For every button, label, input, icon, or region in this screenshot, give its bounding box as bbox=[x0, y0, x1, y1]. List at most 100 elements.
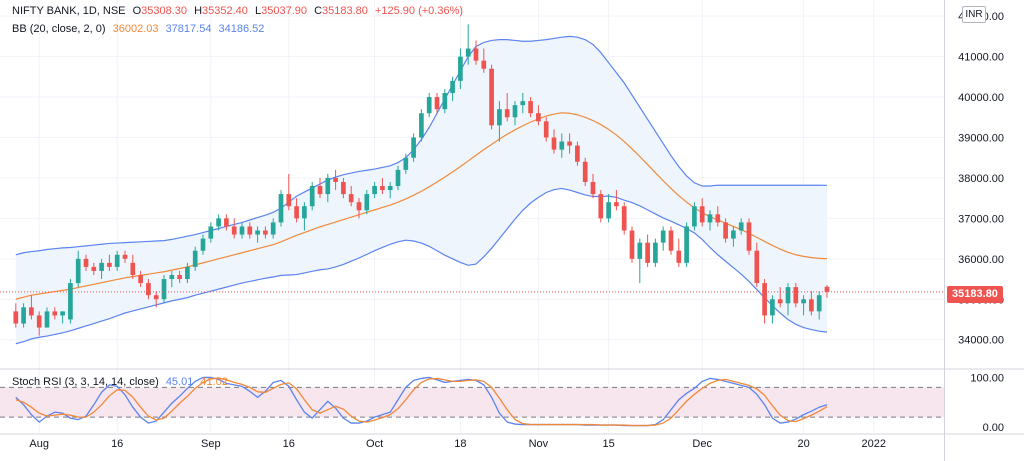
close-label: C bbox=[314, 5, 323, 17]
y-tick-label: 39000.00 bbox=[958, 132, 1004, 144]
candle-body bbox=[278, 194, 284, 223]
candle bbox=[130, 254, 136, 280]
candle bbox=[582, 157, 588, 187]
candle-body bbox=[801, 299, 806, 304]
candle-body bbox=[286, 194, 292, 207]
candle bbox=[598, 190, 604, 223]
candle bbox=[380, 177, 385, 195]
candle-body bbox=[177, 274, 182, 280]
candle-body bbox=[699, 206, 705, 223]
candle bbox=[263, 226, 268, 239]
candle-body bbox=[75, 258, 81, 284]
candle bbox=[762, 279, 767, 324]
candle-body bbox=[559, 141, 565, 150]
candle-body bbox=[715, 214, 721, 223]
candle-body bbox=[36, 315, 42, 328]
candle-body bbox=[52, 311, 58, 316]
bb-lower-value: 34186.52 bbox=[218, 23, 265, 35]
stoch-rsi-pane bbox=[0, 376, 944, 427]
candle bbox=[419, 109, 424, 142]
candle bbox=[122, 250, 128, 263]
candle-body bbox=[481, 60, 487, 69]
bb-label: BB (20, close, 2, 0) bbox=[12, 23, 106, 35]
candle bbox=[13, 303, 19, 328]
candle-body bbox=[629, 230, 635, 259]
candle bbox=[793, 283, 799, 308]
candle-body bbox=[364, 194, 370, 211]
candle bbox=[692, 202, 697, 231]
candle-body bbox=[185, 266, 190, 280]
x-tick-label: 15 bbox=[602, 438, 614, 450]
candle bbox=[481, 48, 487, 73]
candle-body bbox=[270, 222, 276, 235]
candle bbox=[317, 177, 323, 199]
candle bbox=[809, 291, 814, 316]
candle bbox=[801, 295, 806, 316]
candle bbox=[372, 181, 377, 199]
candle-body bbox=[403, 157, 409, 170]
candle bbox=[465, 24, 471, 65]
candle bbox=[528, 97, 533, 118]
candle-body bbox=[660, 230, 666, 243]
candle-body bbox=[192, 250, 198, 267]
candle-body bbox=[317, 186, 323, 195]
candle-body bbox=[473, 48, 479, 61]
candle bbox=[489, 64, 494, 130]
candle-body bbox=[770, 299, 775, 316]
last-price-tag: 35183.80 bbox=[947, 286, 1003, 303]
x-tick-label: Oct bbox=[366, 438, 383, 450]
x-tick-label: Sep bbox=[201, 438, 221, 450]
candle-body bbox=[29, 307, 34, 316]
candle-body bbox=[582, 161, 588, 182]
candle-body bbox=[824, 286, 830, 292]
candle bbox=[68, 279, 73, 324]
candle bbox=[403, 153, 409, 174]
candle-body bbox=[419, 113, 424, 138]
candle bbox=[442, 88, 448, 114]
candle-body bbox=[325, 177, 331, 195]
candle bbox=[114, 250, 120, 271]
candle-body bbox=[200, 238, 206, 251]
candle bbox=[645, 234, 650, 267]
candle-body bbox=[138, 274, 143, 284]
candle-body bbox=[450, 80, 455, 94]
candle-body bbox=[380, 186, 385, 191]
candle bbox=[216, 214, 221, 231]
y-tick-label: 37000.00 bbox=[958, 213, 1004, 225]
currency-button[interactable]: INR bbox=[962, 6, 986, 23]
candle-body bbox=[504, 109, 510, 118]
candle-body bbox=[621, 206, 627, 231]
candle bbox=[497, 101, 502, 142]
candle-body bbox=[255, 230, 260, 235]
candle bbox=[177, 270, 182, 284]
candle-body bbox=[551, 137, 557, 150]
candle bbox=[52, 307, 58, 320]
candle-body bbox=[723, 222, 728, 239]
candle bbox=[450, 76, 455, 102]
candle bbox=[294, 198, 299, 223]
candle bbox=[44, 307, 50, 328]
open-value: 35308.30 bbox=[141, 5, 188, 17]
candle bbox=[231, 218, 237, 239]
x-tick-label: 16 bbox=[111, 438, 123, 450]
x-tick-label: Aug bbox=[29, 438, 49, 450]
candle bbox=[785, 283, 791, 316]
candle bbox=[395, 165, 401, 191]
candle-body bbox=[668, 230, 674, 251]
candle-body bbox=[738, 222, 744, 231]
candle-body bbox=[263, 230, 268, 235]
candle-body bbox=[465, 48, 471, 57]
candle-body bbox=[348, 194, 354, 203]
candle-body bbox=[653, 242, 658, 263]
candle-body bbox=[130, 262, 136, 275]
candle bbox=[567, 133, 572, 154]
stoch-d-value: 41.02 bbox=[200, 376, 228, 388]
y-tick-label: 38000.00 bbox=[958, 173, 1004, 185]
candle-body bbox=[442, 93, 448, 110]
candle bbox=[731, 226, 736, 247]
candle-body bbox=[575, 145, 580, 162]
candle bbox=[333, 169, 338, 191]
candle bbox=[270, 218, 276, 239]
candle-body bbox=[146, 283, 151, 296]
